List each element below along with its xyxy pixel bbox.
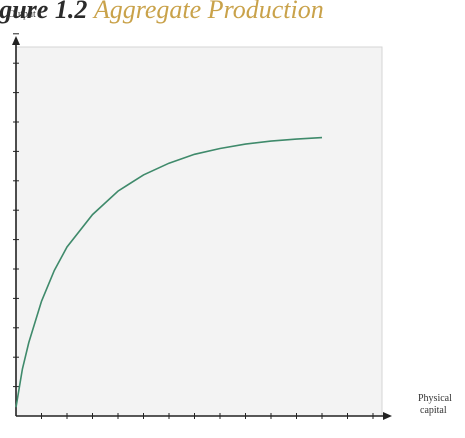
- y-axis-label: Output: [8, 9, 36, 20]
- x-axis-label: Physical capital: [418, 393, 454, 416]
- y-axis-arrow: [12, 36, 20, 45]
- figure-caption: igure 1.2 Aggregate Production: [0, 0, 324, 24]
- axes-group: [12, 36, 392, 420]
- x-axis-label-line1: Physical: [418, 393, 452, 404]
- x-axis-arrow: [383, 412, 392, 420]
- plot-background: [15, 46, 383, 417]
- x-axis-label-line2: capital: [420, 405, 447, 416]
- caption-accent: Aggregate Production: [92, 0, 324, 24]
- caption-main: igure 1.2: [0, 0, 94, 24]
- ticks-group: [13, 33, 374, 419]
- production-curve: [15, 136, 323, 408]
